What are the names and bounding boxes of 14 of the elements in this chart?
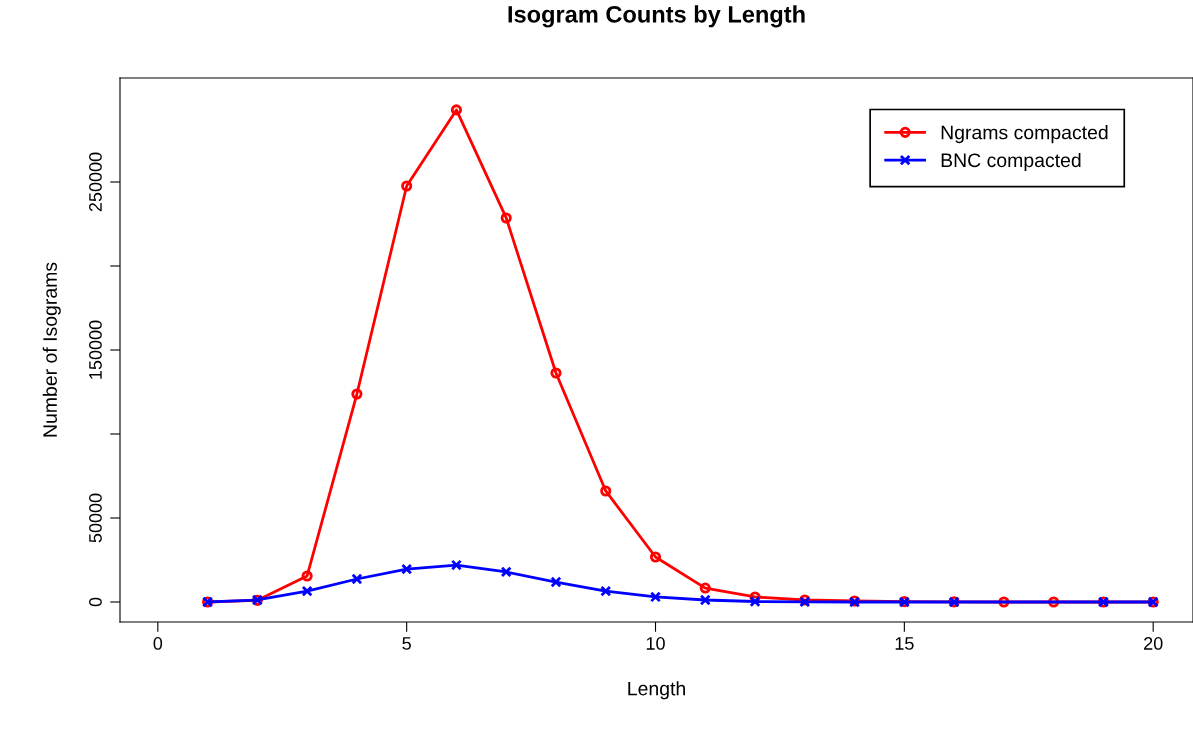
x-tick-label: 10 xyxy=(646,637,665,650)
y-tick-label: 150000 xyxy=(89,320,102,379)
x-tick-label: 0 xyxy=(153,637,163,650)
x-tick-label: 5 xyxy=(402,637,411,650)
y-tick-label: 50000 xyxy=(89,493,102,543)
x-tick-label: 20 xyxy=(1144,637,1163,650)
legend-label: BNC compacted xyxy=(941,152,1081,172)
legend-label: Ngrams compacted xyxy=(941,125,1108,144)
x-tick-label: 15 xyxy=(895,637,914,650)
y-tick-label: 0 xyxy=(89,597,102,607)
y-axis-title: Number of Isograms xyxy=(42,262,61,437)
x-axis-title: Length xyxy=(628,681,685,700)
chart-title: Isogram Counts by Length xyxy=(508,5,805,28)
y-tick-label: 250000 xyxy=(89,152,102,212)
